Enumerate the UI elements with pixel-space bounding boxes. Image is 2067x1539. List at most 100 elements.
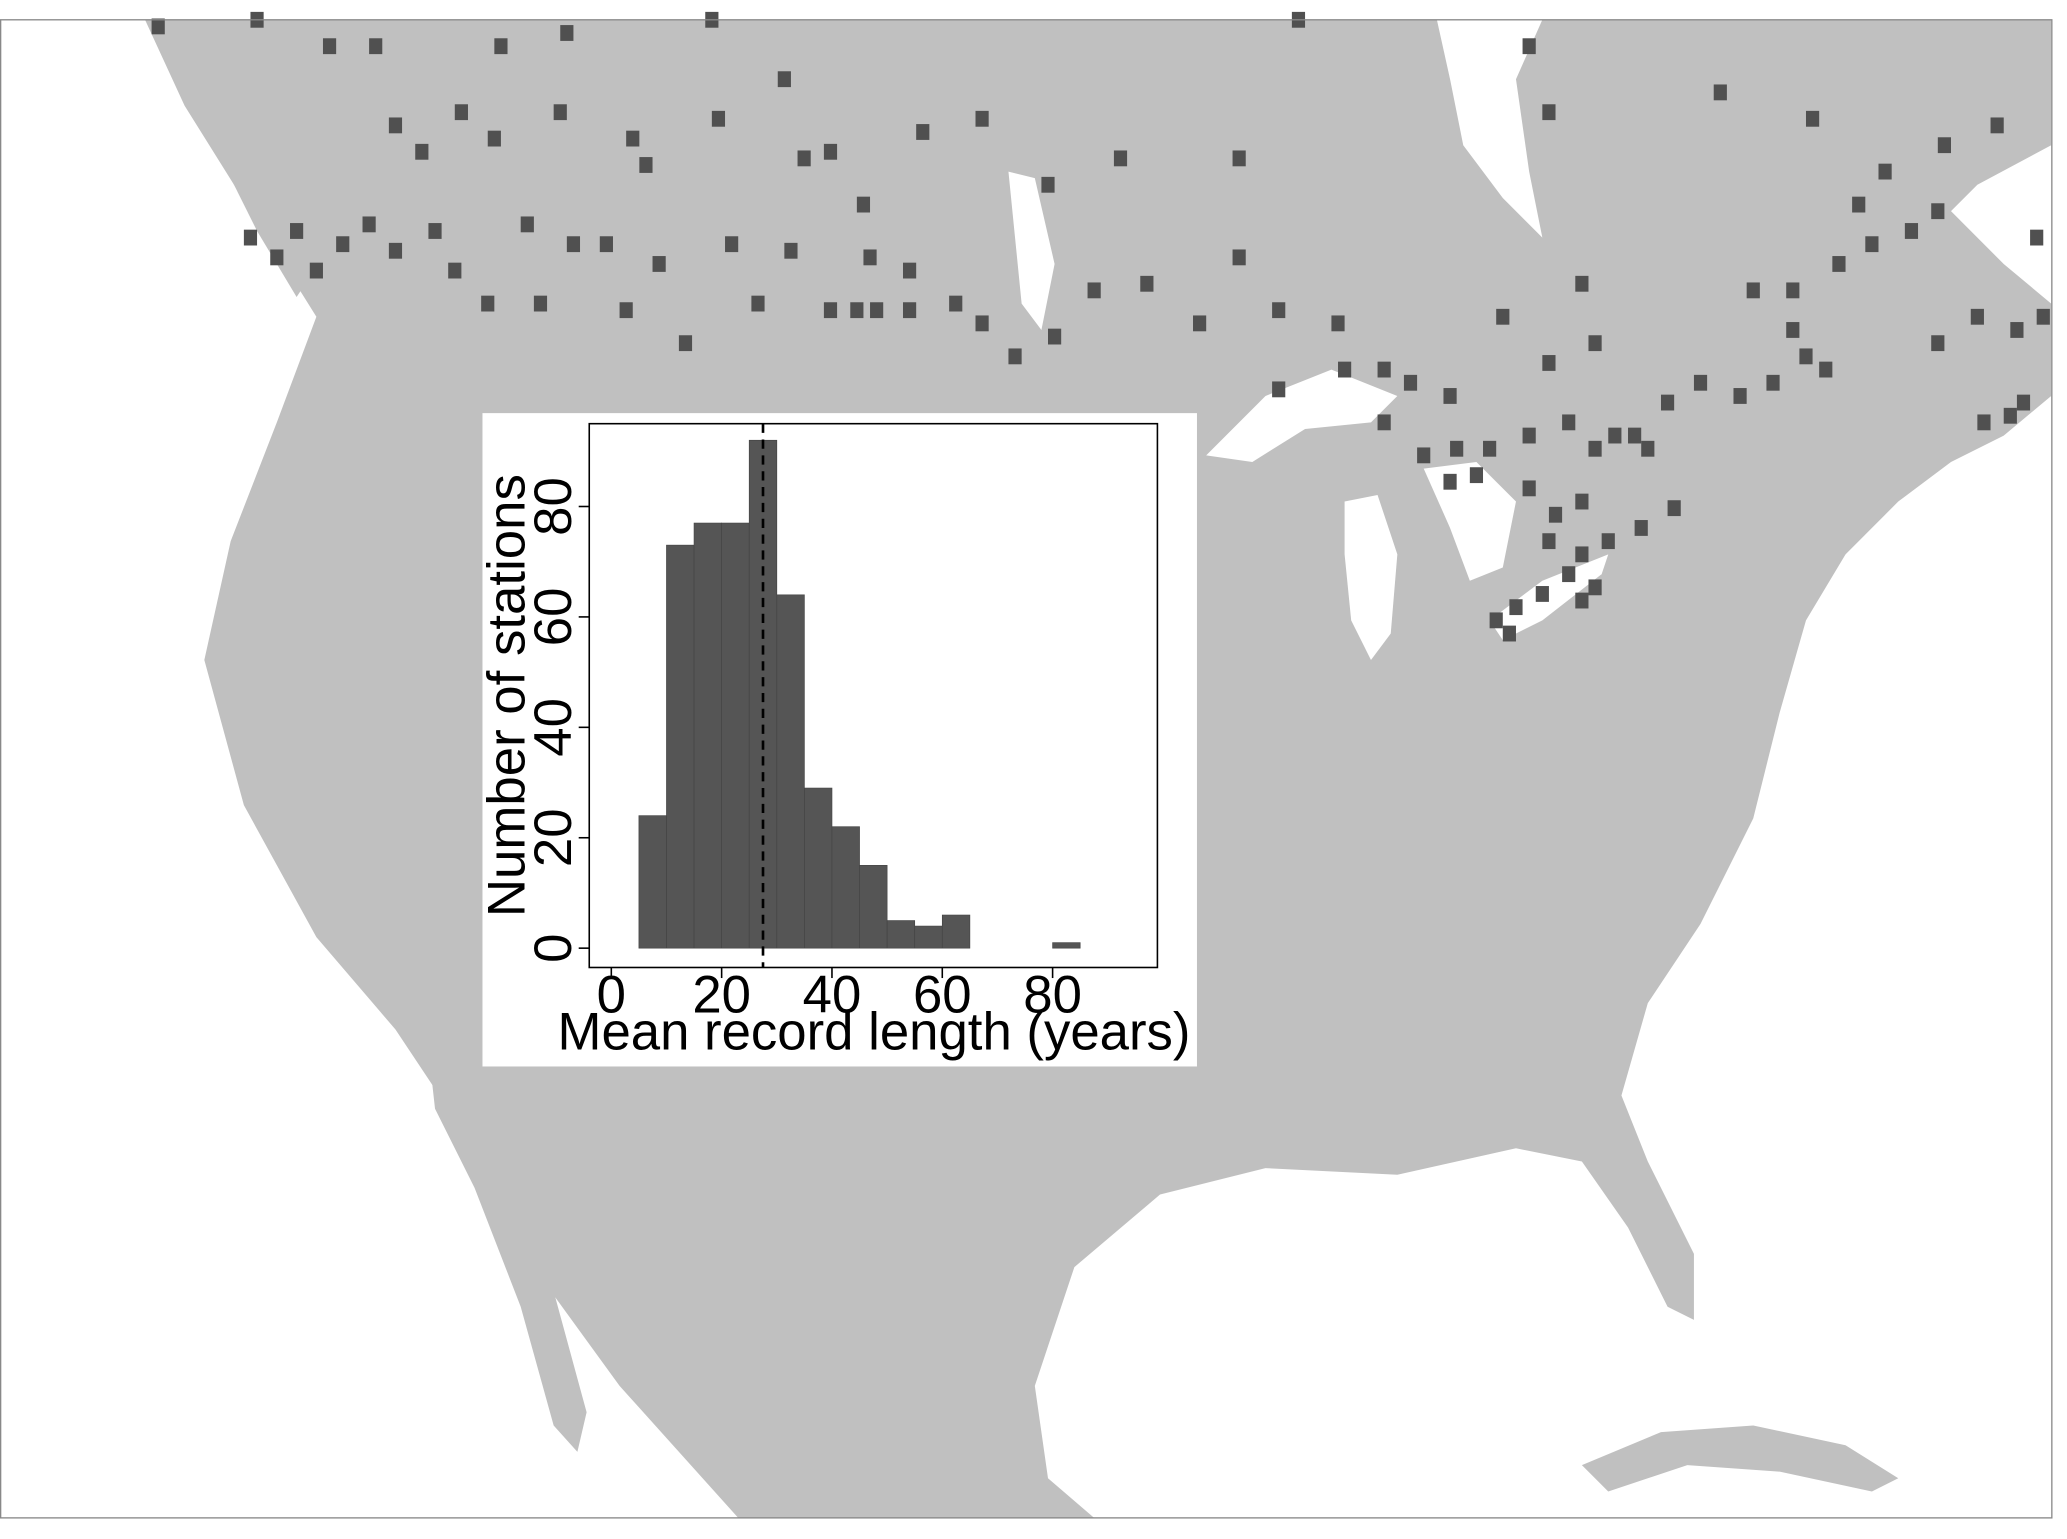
station-marker [1008,348,1022,365]
station-marker [1786,282,1800,299]
station-marker [1786,322,1800,338]
y-axis-label: Number of stations [478,474,537,917]
station-marker [711,110,726,127]
station-marker [487,130,501,147]
bar [831,826,860,949]
station-marker [626,130,640,147]
station-marker [1746,282,1760,299]
station-marker [454,104,468,121]
station-marker [751,295,765,312]
station-marker [1931,203,1945,220]
histogram-inset: Mean record length (years) Number of sta… [478,422,1190,1061]
station-marker [1575,546,1589,563]
station-marker [1641,440,1655,457]
y-tick-label: 80 [524,477,583,536]
station-marker [1865,236,1879,253]
station-marker [863,249,877,266]
bar [1052,942,1081,949]
station-marker [1522,427,1536,444]
station-marker [1522,38,1536,55]
station-marker [388,242,403,259]
station-marker [560,25,574,41]
station-marker [1048,328,1062,345]
station-marker [1140,275,1154,292]
station-marker [1660,394,1675,411]
station-marker [1509,599,1523,616]
station-marker [1522,480,1536,497]
station-marker [1232,150,1246,167]
station-marker [448,262,462,279]
station-marker [823,302,838,319]
station-marker [1601,533,1615,550]
bar [886,920,916,949]
station-marker [856,196,871,213]
station-marker [784,242,798,259]
cuba [1581,1425,1899,1492]
bar [693,522,722,949]
station-marker [1628,427,1642,444]
station-marker [1588,440,1602,457]
station-marker [1496,308,1510,325]
station-marker [1417,447,1431,464]
station-marker [1483,440,1497,457]
station-marker [1562,566,1576,583]
station-marker [639,157,653,173]
y-tick-label: 20 [524,808,583,867]
station-marker [1832,256,1846,272]
station-marker [599,236,613,253]
x-tick-label: 40 [803,965,862,1024]
lakes [1008,171,1609,660]
station-marker [2030,229,2044,246]
station-marker [902,302,917,319]
station-marker [1575,493,1589,510]
station-marker [1331,315,1345,332]
bar [914,925,943,949]
station-marker [1469,467,1484,484]
lake-winnipeg [1008,171,1055,330]
x-tick-label: 20 [692,965,751,1024]
station-marker [1693,374,1708,391]
bar [666,544,695,949]
map-frame [0,19,2053,1519]
station-marker [823,143,838,160]
station-marker [1588,335,1602,352]
station-marker [1542,355,1556,371]
station-marker [481,295,495,312]
station-marker [1977,414,1991,431]
station-marker [1450,440,1464,457]
station-marker [1377,361,1391,378]
vancouver-island [230,158,310,297]
station-marker [870,302,884,319]
station-marker [243,229,258,246]
station-marker [1542,533,1556,550]
station-marker [2010,322,2024,338]
bar [721,522,750,949]
station-marker [1232,249,1246,266]
bar [941,914,971,949]
plot-frame [588,422,1159,969]
station-marker [1562,414,1576,431]
station-markers [151,11,2050,642]
station-marker [797,150,811,167]
x-tick-label: 60 [913,965,972,1024]
station-marker [1535,586,1549,602]
station-marker [1819,361,1833,378]
station-marker [1575,592,1589,609]
station-marker [1272,302,1286,319]
lake-huron [1423,461,1516,581]
station-marker [553,104,567,121]
station-marker [725,236,739,253]
station-marker [1667,500,1681,517]
station-marker [1931,335,1945,352]
station-marker [566,236,581,253]
station-marker [151,18,165,35]
station-marker [1733,388,1747,404]
station-marker [336,236,350,253]
station-marker [1878,163,1892,180]
station-marker [1805,110,1820,127]
station-marker [1489,612,1503,629]
x-tick-label: 80 [1023,965,1082,1024]
station-marker [415,143,429,160]
station-marker [533,295,548,312]
